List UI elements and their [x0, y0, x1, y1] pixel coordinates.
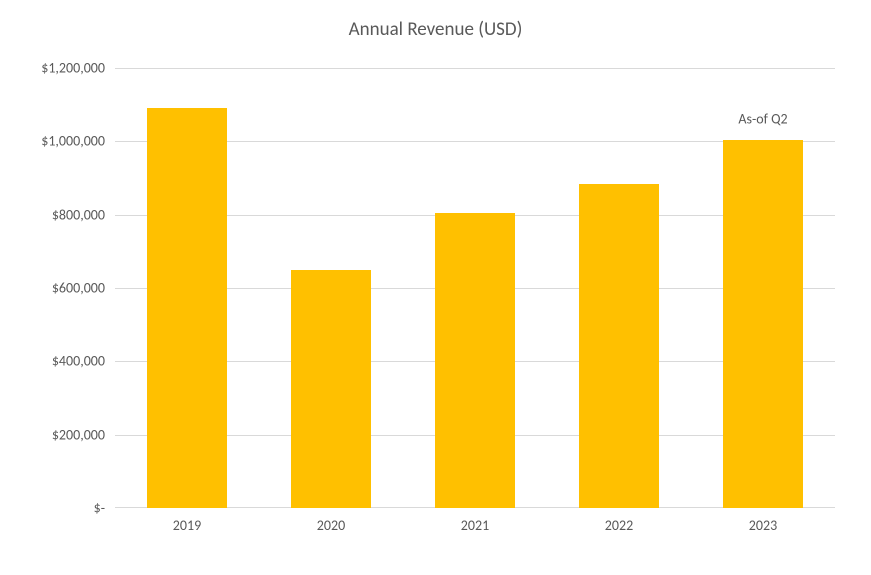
x-tick-label: 2021 [461, 517, 489, 534]
y-tick-label: $- [20, 500, 105, 517]
plot-area: $-$200,000$400,000$600,000$800,000$1,000… [115, 68, 835, 508]
x-tick-label: 2019 [173, 517, 201, 534]
gridline [115, 68, 835, 69]
y-tick-label: $1,200,000 [20, 60, 105, 77]
x-tick-label: 2020 [317, 517, 345, 534]
y-tick-label: $800,000 [20, 206, 105, 223]
y-tick-label: $600,000 [20, 280, 105, 297]
bar [579, 184, 658, 509]
bar [147, 108, 226, 508]
bar [435, 213, 514, 508]
chart-title: Annual Revenue (USD) [0, 18, 871, 41]
bar [723, 140, 802, 509]
x-tick-label: 2022 [605, 517, 633, 534]
bar [291, 270, 370, 508]
annotation: As-of Q2 [738, 111, 787, 128]
y-tick-label: $200,000 [20, 426, 105, 443]
y-tick-label: $400,000 [20, 353, 105, 370]
y-tick-label: $1,000,000 [20, 133, 105, 150]
revenue-bar-chart: Annual Revenue (USD) $-$200,000$400,000$… [0, 0, 871, 575]
x-tick-label: 2023 [749, 517, 777, 534]
